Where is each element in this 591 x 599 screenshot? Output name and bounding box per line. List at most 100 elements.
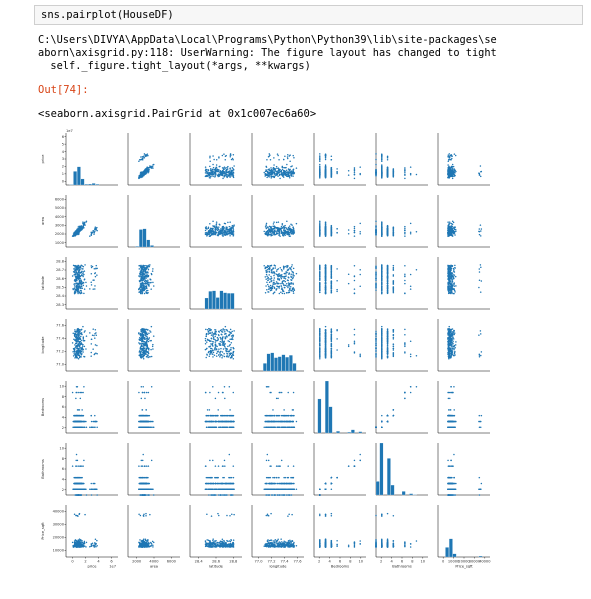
scatter-point — [277, 277, 279, 280]
scatter-point — [392, 235, 395, 237]
scatter-point — [277, 154, 279, 157]
scatter-point — [272, 176, 275, 178]
scatter-point — [264, 170, 267, 173]
scatter-point — [82, 284, 85, 287]
code-cell-input[interactable]: sns.pairplot(HouseDF) — [34, 5, 583, 25]
scatter-point — [217, 231, 220, 234]
scatter-point — [404, 264, 406, 267]
scatter-point — [221, 154, 224, 157]
scatter-point — [143, 157, 146, 159]
scatter-point — [330, 231, 333, 233]
scatter-point — [409, 285, 412, 287]
scatter-point — [386, 280, 389, 283]
scatter-point — [290, 266, 293, 268]
scatter-point — [281, 174, 283, 176]
scatter-point — [324, 227, 327, 229]
scatter-point — [268, 155, 270, 157]
scatter-point — [143, 285, 146, 287]
scatter-point — [381, 174, 383, 176]
scatter-point — [287, 233, 290, 236]
scatter-point — [478, 268, 481, 270]
scatter-point — [226, 173, 228, 176]
scatter-point — [269, 229, 271, 232]
scatter-point — [232, 234, 234, 237]
scatter-point — [73, 280, 76, 282]
scatter-point — [319, 220, 321, 223]
scatter-point — [386, 175, 389, 177]
scatter-point — [359, 173, 361, 176]
scatter-point — [92, 229, 94, 232]
scatter-point — [207, 227, 210, 229]
scatter-point — [450, 269, 452, 272]
scatter-point — [353, 169, 356, 172]
scatter-point — [283, 277, 285, 280]
scatter-point — [74, 344, 76, 346]
scatter-point — [80, 271, 83, 274]
scatter-point — [336, 170, 338, 173]
scatter-point — [94, 275, 97, 278]
scatter-point — [285, 175, 288, 177]
scatter-point — [218, 226, 220, 228]
scatter-point — [268, 174, 270, 176]
scatter-point — [448, 157, 450, 159]
scatter-point — [140, 282, 143, 285]
scatter-point — [272, 283, 275, 285]
scatter-point — [454, 275, 457, 278]
scatter-point — [409, 172, 412, 175]
scatter-point — [216, 174, 219, 177]
scatter-point — [288, 287, 291, 289]
scatter-point — [453, 228, 456, 231]
scatter-point — [287, 171, 289, 173]
scatter-point — [287, 174, 290, 177]
scatter-point — [270, 277, 272, 280]
scatter-point — [265, 285, 267, 287]
scatter-point — [276, 153, 279, 155]
scatter-point — [147, 281, 150, 284]
y-tick-label: 28.7 — [56, 268, 64, 272]
scatter-point — [210, 227, 212, 230]
panel-price-vs-latitude — [189, 133, 242, 186]
scatter-point — [82, 351, 84, 353]
scatter-point — [280, 288, 283, 290]
y-tick-label: 0 — [62, 179, 65, 183]
scatter-point — [228, 172, 231, 175]
scatter-point — [453, 153, 456, 155]
scatter-point — [282, 158, 285, 161]
scatter-point — [286, 220, 288, 223]
scatter-point — [77, 267, 80, 269]
scatter-point — [271, 268, 273, 271]
scatter-point — [275, 289, 277, 291]
scatter-point — [293, 288, 295, 290]
scatter-point — [209, 223, 211, 225]
scatter-point — [75, 267, 78, 270]
scatter-point — [347, 229, 350, 231]
scatter-point — [94, 332, 96, 335]
scatter-point — [218, 169, 220, 171]
scatter-point — [265, 222, 268, 225]
scatter-point — [288, 227, 291, 230]
scatter-point — [76, 279, 78, 282]
scatter-point — [319, 232, 321, 234]
scatter-point — [291, 228, 293, 231]
scatter-point — [292, 227, 295, 230]
scatter-point — [285, 231, 288, 234]
scatter-point — [76, 273, 78, 275]
scatter-point — [277, 175, 279, 177]
scatter-point — [287, 276, 290, 278]
scatter-point — [275, 221, 278, 224]
scatter-point — [73, 233, 76, 235]
scatter-point — [272, 281, 275, 284]
scatter-point — [359, 268, 361, 271]
scatter-point — [448, 153, 451, 155]
scatter-point — [273, 221, 275, 223]
scatter-point — [147, 268, 150, 271]
scatter-point — [276, 287, 278, 290]
panel-latitude-vs-Bedrooms — [313, 257, 366, 310]
scatter-point — [447, 270, 450, 272]
scatter-point — [226, 171, 229, 173]
scatter-point — [224, 171, 226, 173]
scatter-point — [270, 174, 272, 176]
scatter-point — [75, 277, 77, 280]
scatter-point — [381, 155, 383, 157]
